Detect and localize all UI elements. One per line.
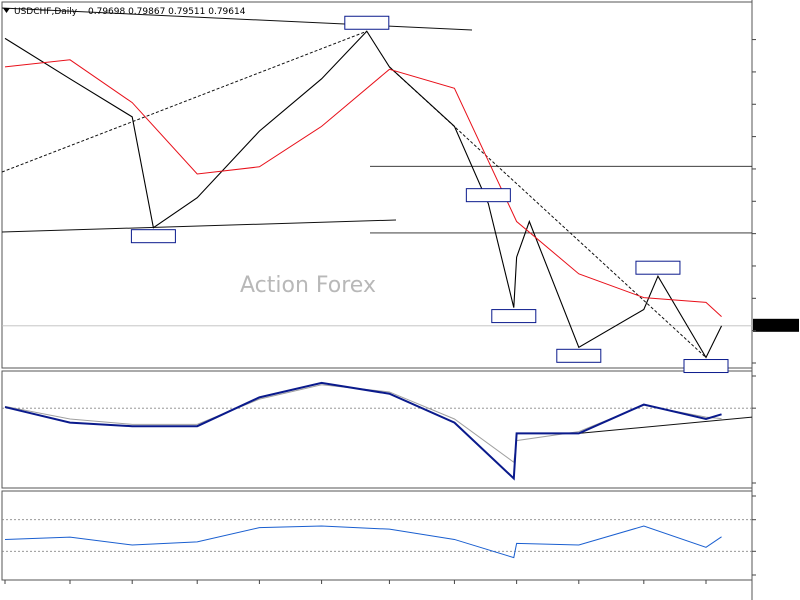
price-series-line (4, 30, 723, 359)
chart-title: USDCHF,Daily (14, 7, 78, 17)
lower-channel-line (1, 219, 397, 233)
triangle-down-icon[interactable] (3, 8, 10, 13)
macd-trend-line (578, 416, 753, 434)
rising-trend-line (1, 30, 367, 173)
price-label-box (635, 260, 681, 275)
rsi-line (4, 525, 722, 559)
moving-average-line (4, 59, 722, 317)
watermark: Action Forex (240, 273, 376, 298)
price-label-box (130, 229, 176, 244)
price-label-box (465, 188, 511, 203)
ohlc-readout: 0.79698 0.79867 0.79511 0.79614 (88, 7, 246, 17)
price-label-box (556, 348, 602, 363)
price-label-box (683, 359, 729, 374)
last-price-box (753, 318, 799, 332)
macd-line (4, 381, 722, 481)
price-label-box (491, 309, 537, 324)
price-label-box (344, 15, 390, 30)
upper-channel-line (1, 7, 473, 31)
